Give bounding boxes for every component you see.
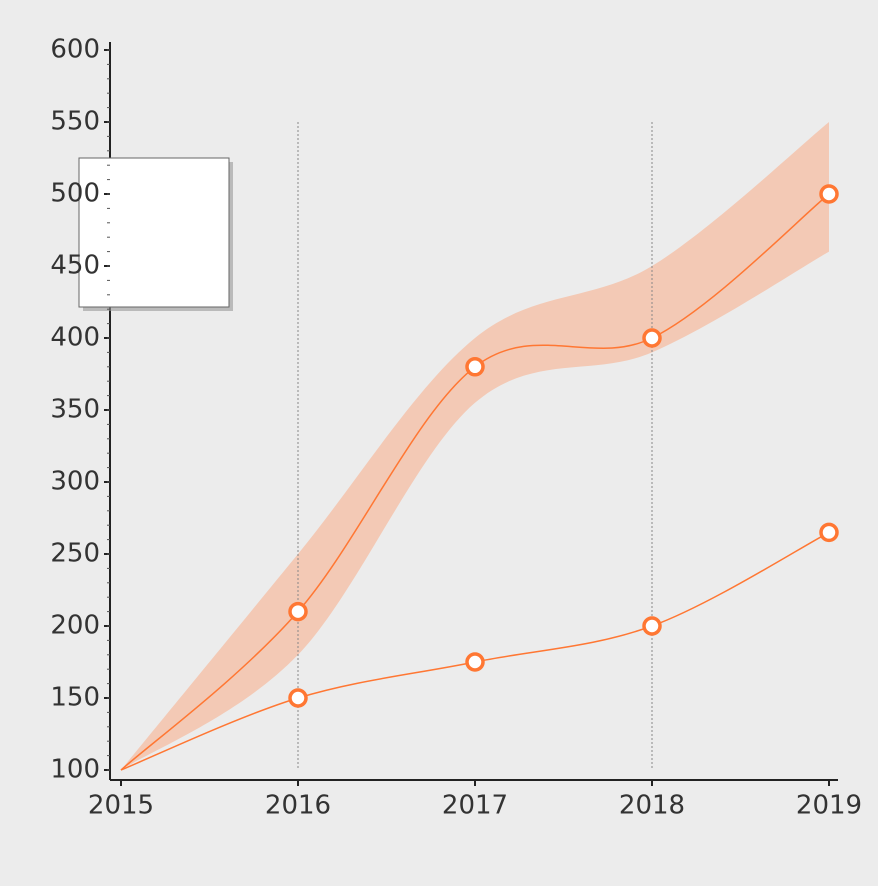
y-tick-label: 100	[50, 755, 100, 785]
y-tick-label: 300	[50, 467, 100, 497]
point	[288, 688, 308, 708]
tooltip	[78, 157, 230, 308]
x-tick-label: 2019	[796, 791, 862, 821]
x-tick-label: 2016	[265, 791, 331, 821]
y-tick-label: 250	[50, 539, 100, 569]
y-tick-label: 400	[50, 323, 100, 353]
y-tick-label: 200	[50, 611, 100, 641]
x-tick-label: 2018	[619, 791, 685, 821]
y-tick-label: 350	[50, 395, 100, 425]
y-tick-label: 500	[50, 179, 100, 209]
x-tick-label: 2017	[442, 791, 508, 821]
point	[465, 357, 485, 377]
point	[288, 601, 308, 622]
y-tick-label: 600	[50, 35, 100, 65]
x-tick-label: 2015	[88, 791, 154, 821]
point	[465, 652, 485, 672]
point	[642, 616, 662, 636]
y-tick-label: 550	[50, 107, 100, 137]
point	[819, 184, 839, 204]
point	[819, 522, 839, 543]
point	[642, 328, 662, 348]
y-tick-label: 450	[50, 251, 100, 281]
y-tick-label: 150	[50, 683, 100, 713]
